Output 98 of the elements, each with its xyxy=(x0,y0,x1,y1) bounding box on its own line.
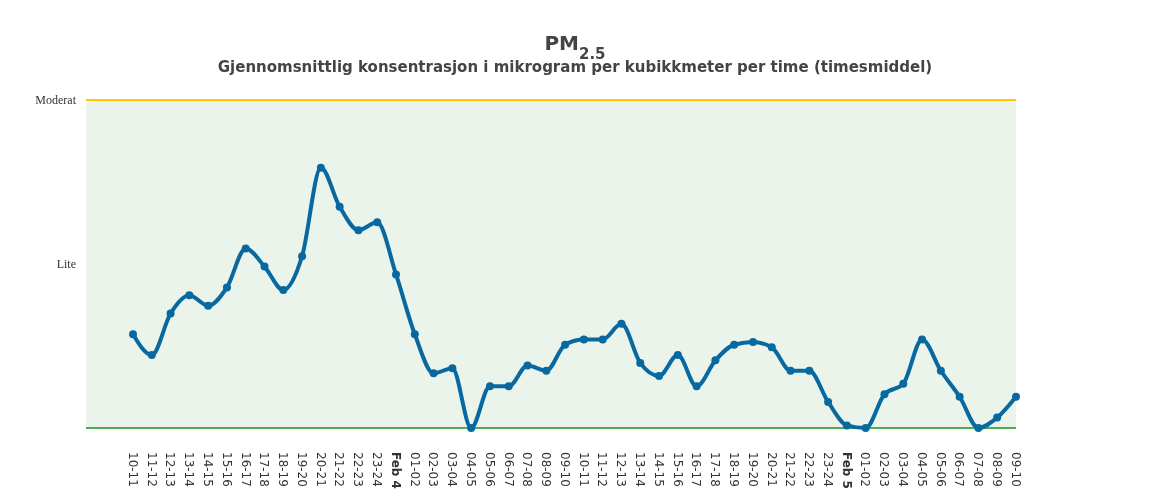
x-tick-label: 10-11 xyxy=(125,452,140,487)
x-tick-label: 08-09 xyxy=(990,452,1005,487)
x-tick-label: Feb 4 xyxy=(388,452,403,489)
x-tick-label: 19-20 xyxy=(294,452,309,487)
point xyxy=(899,379,908,388)
point xyxy=(260,262,269,271)
x-tick-label: 07-08 xyxy=(971,452,986,487)
x-tick-label: 05-06 xyxy=(482,452,497,487)
point xyxy=(842,421,851,430)
x-tick-label: 11-12 xyxy=(144,452,159,487)
point xyxy=(542,366,551,375)
x-tick-label: 11-12 xyxy=(595,452,610,487)
point xyxy=(579,335,588,344)
x-tick-label: 02-03 xyxy=(877,452,892,487)
x-tick-label: 23-24 xyxy=(370,452,385,487)
point xyxy=(204,301,213,310)
x-tick-label: 23-24 xyxy=(820,452,835,487)
point xyxy=(410,330,419,339)
point xyxy=(354,226,363,235)
x-tick-label: 01-02 xyxy=(858,452,873,487)
point xyxy=(993,413,1002,422)
point xyxy=(918,335,927,344)
x-tick-label: 16-17 xyxy=(689,452,704,487)
x-tick-label: 12-13 xyxy=(614,452,629,487)
point xyxy=(673,351,682,360)
x-tick-label: 15-16 xyxy=(670,452,685,487)
x-tick-label: 21-22 xyxy=(332,452,347,487)
x-tick-label: 06-07 xyxy=(501,452,516,487)
x-tick-label: 05-06 xyxy=(933,452,948,487)
point xyxy=(880,390,889,399)
point xyxy=(147,351,156,360)
x-tick-label: 15-16 xyxy=(219,452,234,487)
x-tick-label: 10-11 xyxy=(576,452,591,487)
point xyxy=(429,369,438,378)
x-tick-label: 13-14 xyxy=(182,452,197,487)
point xyxy=(129,330,137,339)
x-tick-label: 22-23 xyxy=(351,452,366,487)
x-tick-label: 06-07 xyxy=(952,452,967,487)
x-tick-label: 20-21 xyxy=(313,452,328,487)
point xyxy=(241,244,250,253)
point xyxy=(373,218,382,227)
x-tick-label: 04-05 xyxy=(914,452,929,487)
band-label: Lite xyxy=(56,257,76,272)
point xyxy=(504,382,513,391)
point xyxy=(448,364,457,373)
point xyxy=(392,270,401,279)
x-tick-label: 16-17 xyxy=(238,452,253,487)
point xyxy=(279,286,288,295)
point xyxy=(824,397,833,406)
point xyxy=(974,424,983,432)
point xyxy=(166,309,175,318)
point xyxy=(561,340,570,349)
point xyxy=(316,163,325,172)
point xyxy=(636,358,645,367)
point xyxy=(617,319,626,328)
ref-line-label: Moderat xyxy=(35,93,77,108)
point xyxy=(222,283,231,292)
x-tick-label: 08-09 xyxy=(539,452,554,487)
x-tick-label: 02-03 xyxy=(426,452,441,487)
x-tick-label: 17-18 xyxy=(257,452,272,487)
x-tick-label: 04-05 xyxy=(463,452,478,487)
point xyxy=(523,361,532,370)
point xyxy=(1012,392,1020,401)
x-tick-label: 09-10 xyxy=(557,452,572,487)
x-tick-label: 14-15 xyxy=(651,452,666,487)
point xyxy=(185,291,194,300)
x-tick-label: 13-14 xyxy=(633,452,648,487)
point xyxy=(805,366,814,375)
x-tick-label: 18-19 xyxy=(276,452,291,487)
point xyxy=(936,366,945,375)
x-tick-label: 21-22 xyxy=(783,452,798,487)
x-tick-label: 14-15 xyxy=(200,452,215,487)
point xyxy=(467,424,476,432)
point xyxy=(861,424,870,432)
x-tick-label: 07-08 xyxy=(520,452,535,487)
x-tick-label: 01-02 xyxy=(407,452,422,487)
point xyxy=(767,343,776,352)
x-tick-label: 22-23 xyxy=(802,452,817,487)
x-tick-label: 20-21 xyxy=(764,452,779,487)
x-tick-label: 03-04 xyxy=(896,452,911,487)
point xyxy=(748,338,757,347)
point xyxy=(655,371,664,380)
x-tick-label: 09-10 xyxy=(1008,452,1023,487)
x-tick-label: 19-20 xyxy=(745,452,760,487)
x-tick-label: 03-04 xyxy=(445,452,460,487)
x-tick-label: 17-18 xyxy=(708,452,723,487)
point xyxy=(298,252,307,261)
point xyxy=(692,382,701,391)
point xyxy=(335,202,344,211)
point xyxy=(730,340,739,349)
x-tick-label: 12-13 xyxy=(163,452,178,487)
point xyxy=(598,335,607,344)
x-tick-label: Feb 5 xyxy=(839,452,854,489)
point xyxy=(485,382,494,391)
point xyxy=(955,392,964,401)
point xyxy=(711,356,720,365)
x-tick-label: 18-19 xyxy=(726,452,741,487)
point xyxy=(786,366,795,375)
